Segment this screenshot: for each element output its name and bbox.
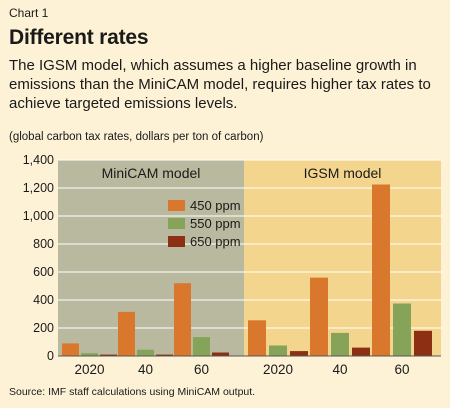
x-tick-label: 40 — [138, 362, 153, 377]
y-tick-label: 0 — [47, 349, 54, 363]
bar-chart: 0 200 400 600 800 1,000 1,200 1,400 MiniCAM mode… — [23, 153, 441, 377]
x-tick-label: 40 — [332, 362, 347, 377]
bar-igsm-450ppm-40 — [310, 277, 328, 356]
bar-igsm-550ppm-40 — [331, 332, 349, 356]
legend-swatch-550ppm — [168, 218, 185, 229]
legend-swatch-450ppm — [168, 200, 185, 211]
y-tick-label: 800 — [33, 237, 54, 251]
panel-title: IGSM model — [304, 165, 382, 181]
y-tick-label: 1,400 — [23, 153, 54, 167]
x-tick-label: 60 — [194, 362, 209, 377]
y-tick-label: 1,200 — [23, 181, 54, 195]
bar-igsm-450ppm-2020 — [248, 320, 266, 356]
bar-minicam-450ppm-2020 — [62, 343, 79, 356]
x-tick-label: 60 — [394, 362, 409, 377]
source-note: Source: IMF staff calculations using Min… — [9, 386, 256, 398]
bar-igsm-650ppm-60 — [414, 330, 432, 356]
chart-title: Different rates — [9, 26, 149, 49]
y-tick-label: 200 — [33, 321, 54, 335]
panel-title: MiniCAM model — [102, 165, 201, 181]
y-tick-label: 1,000 — [23, 209, 54, 223]
chart-subtitle: The IGSM model, which assumes a higher b… — [9, 57, 431, 112]
bar-minicam-550ppm-2020 — [81, 353, 98, 356]
bar-minicam-550ppm-40 — [137, 349, 154, 356]
legend-label: 650 ppm — [190, 234, 241, 249]
y-tick-label: 400 — [33, 293, 54, 307]
bar-minicam-650ppm-60 — [212, 352, 229, 356]
panel-background-1 — [58, 160, 244, 356]
y-tick-label: 600 — [33, 265, 54, 279]
legend-label: 450 ppm — [190, 198, 241, 213]
panel-background-2 — [244, 160, 441, 356]
bar-igsm-550ppm-2020 — [269, 345, 287, 356]
bar-minicam-450ppm-60 — [174, 283, 191, 356]
chart-kicker: Chart 1 — [9, 6, 49, 20]
units-note: (global carbon tax rates, dollars per to… — [9, 131, 264, 143]
bar-igsm-550ppm-60 — [393, 303, 411, 356]
x-tick-label: 2020 — [74, 362, 104, 377]
bar-igsm-650ppm-40 — [352, 347, 370, 356]
bar-igsm-650ppm-2020 — [290, 351, 308, 356]
bar-minicam-450ppm-40 — [118, 311, 135, 356]
bar-minicam-550ppm-60 — [193, 337, 210, 356]
legend-label: 550 ppm — [190, 216, 241, 231]
x-tick-label: 2020 — [263, 362, 293, 377]
bar-minicam-650ppm-2020 — [100, 354, 117, 356]
legend-swatch-650ppm — [168, 236, 185, 247]
bar-minicam-650ppm-40 — [156, 354, 173, 356]
bar-igsm-450ppm-60 — [372, 184, 390, 356]
